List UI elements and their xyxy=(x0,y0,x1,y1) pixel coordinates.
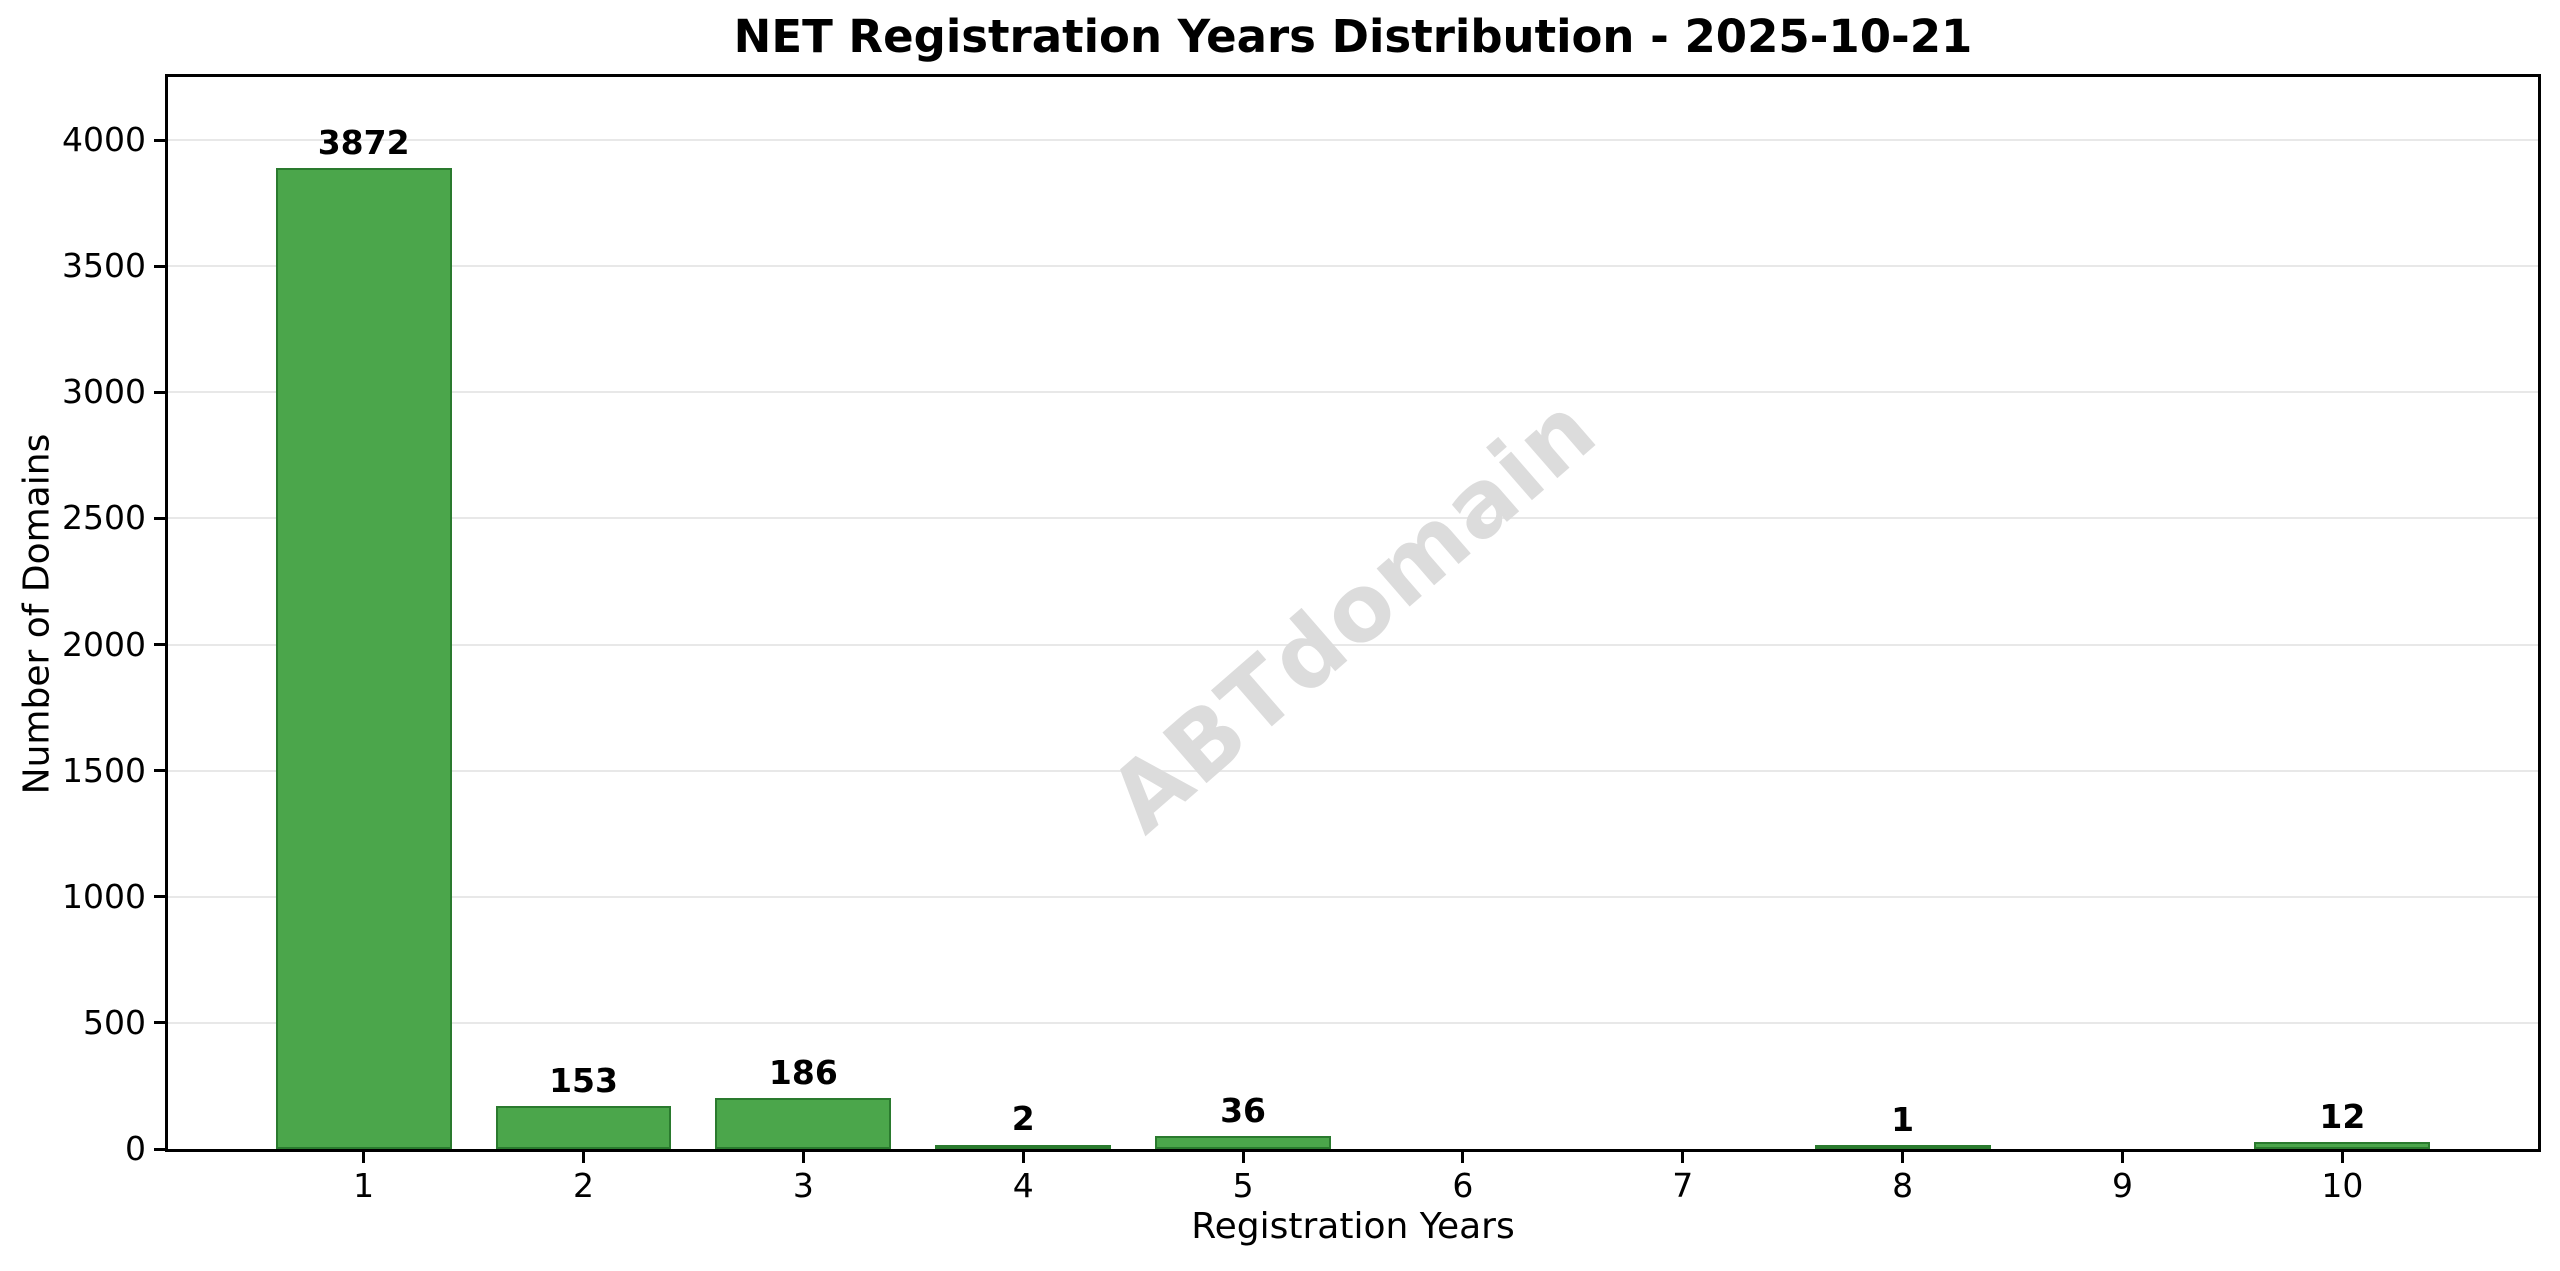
y-tick-label: 2500 xyxy=(62,498,146,538)
x-tick-mark xyxy=(2340,1152,2344,1163)
bar-value-label: 36 xyxy=(1220,1090,1267,1130)
bar-value-label: 186 xyxy=(768,1053,838,1093)
y-tick-label: 1000 xyxy=(62,876,146,916)
x-tick-mark xyxy=(1901,1152,1905,1163)
x-tick-mark xyxy=(582,1152,586,1163)
bar xyxy=(715,1098,892,1149)
y-axis-label: Number of Domains xyxy=(16,433,58,795)
x-tick-label: 4 xyxy=(1012,1166,1034,1205)
x-tick-label: 5 xyxy=(1232,1166,1254,1205)
bar xyxy=(2254,1141,2431,1149)
x-tick-label: 6 xyxy=(1452,1166,1474,1205)
y-tick-label: 3500 xyxy=(62,246,146,286)
y-tick-label: 2000 xyxy=(62,624,146,664)
x-tick-mark xyxy=(801,1152,805,1163)
x-tick-label: 8 xyxy=(1892,1166,1914,1205)
bar-value-label: 12 xyxy=(2319,1096,2366,1136)
bar xyxy=(495,1106,672,1149)
chart-title: NET Registration Years Distribution - 20… xyxy=(733,10,1973,63)
watermark-text: ABTdomain xyxy=(1089,374,1617,854)
y-gridline xyxy=(168,139,2538,142)
y-gridline xyxy=(168,517,2538,520)
y-tick-mark xyxy=(154,1147,165,1151)
bar xyxy=(1814,1144,1991,1149)
y-gridline xyxy=(168,895,2538,898)
x-tick-label: 3 xyxy=(792,1166,814,1205)
bar-value-label: 3872 xyxy=(317,123,410,163)
bar-value-label: 1 xyxy=(1891,1099,1915,1139)
x-tick-mark xyxy=(1021,1152,1025,1163)
bar-value-label: 153 xyxy=(549,1061,618,1101)
y-tick-mark xyxy=(154,1021,165,1025)
y-gridline xyxy=(168,1021,2538,1024)
bar-value-label: 2 xyxy=(1011,1099,1035,1139)
y-tick-mark xyxy=(154,769,165,773)
x-axis-label: Registration Years xyxy=(1191,1206,1515,1247)
plot-inner: ABTdomain 3872 153 186 2 36 1 12 xyxy=(168,77,2538,1149)
bar xyxy=(1155,1135,1331,1149)
x-tick-mark xyxy=(362,1152,366,1163)
y-tick-mark xyxy=(154,138,165,142)
bar xyxy=(935,1144,1112,1149)
y-tick-mark xyxy=(154,516,165,520)
bar xyxy=(275,168,452,1149)
x-tick-label: 2 xyxy=(573,1166,595,1205)
x-tick-label: 7 xyxy=(1672,1166,1694,1205)
x-tick-mark xyxy=(1461,1152,1465,1163)
x-tick-label: 1 xyxy=(353,1166,375,1205)
y-tick-mark xyxy=(154,390,165,394)
y-tick-label: 1500 xyxy=(62,750,146,790)
y-gridline xyxy=(168,265,2538,268)
x-tick-mark xyxy=(1241,1152,1245,1163)
x-tick-mark xyxy=(2120,1152,2124,1163)
x-tick-mark xyxy=(1681,1152,1685,1163)
y-gridline xyxy=(168,769,2538,772)
y-tick-label: 4000 xyxy=(62,120,146,160)
y-gridline xyxy=(168,391,2538,394)
y-tick-mark xyxy=(154,264,165,268)
x-tick-label: 9 xyxy=(2111,1166,2133,1205)
y-tick-label: 3000 xyxy=(62,372,146,412)
y-tick-mark xyxy=(154,895,165,899)
plot-area: ABTdomain 3872 153 186 2 36 1 12 xyxy=(165,74,2541,1152)
y-gridline xyxy=(168,643,2538,646)
y-tick-mark xyxy=(154,643,165,647)
x-tick-label: 10 xyxy=(2321,1166,2364,1205)
y-tick-label: 500 xyxy=(83,1002,146,1042)
y-tick-label: 0 xyxy=(125,1129,146,1168)
